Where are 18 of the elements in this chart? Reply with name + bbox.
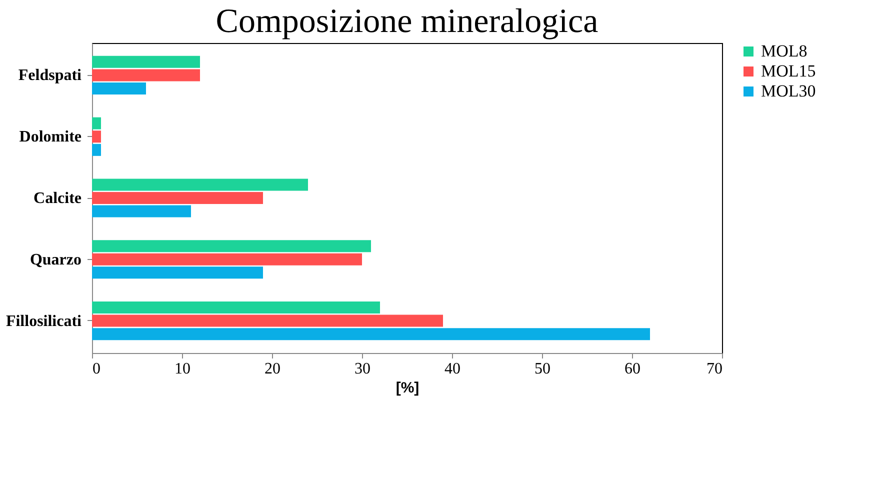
- legend-label: MOL8: [761, 42, 808, 60]
- legend-label: MOL30: [761, 82, 816, 100]
- x-tick-label: 10: [174, 360, 190, 378]
- x-tick-label: 0: [92, 360, 100, 378]
- x-tick-label: 60: [624, 360, 640, 378]
- y-tick-label: Fillosilicati: [6, 312, 82, 330]
- y-tick-label: Quarzo: [30, 251, 82, 268]
- x-tick-label: 20: [264, 360, 280, 378]
- x-tick-label: 70: [706, 360, 722, 378]
- legend-label: MOL15: [761, 62, 816, 80]
- x-axis-title: [%]: [396, 380, 420, 396]
- y-tick-label: Dolomite: [19, 128, 82, 146]
- y-tick-label: Calcite: [34, 190, 82, 207]
- x-tick-label: 40: [444, 360, 460, 378]
- y-tick-label: Feldspati: [18, 67, 82, 84]
- x-tick-label: 50: [534, 360, 550, 378]
- chart-title: Composizione mineralogica: [216, 3, 598, 40]
- x-tick-label: 30: [354, 360, 370, 378]
